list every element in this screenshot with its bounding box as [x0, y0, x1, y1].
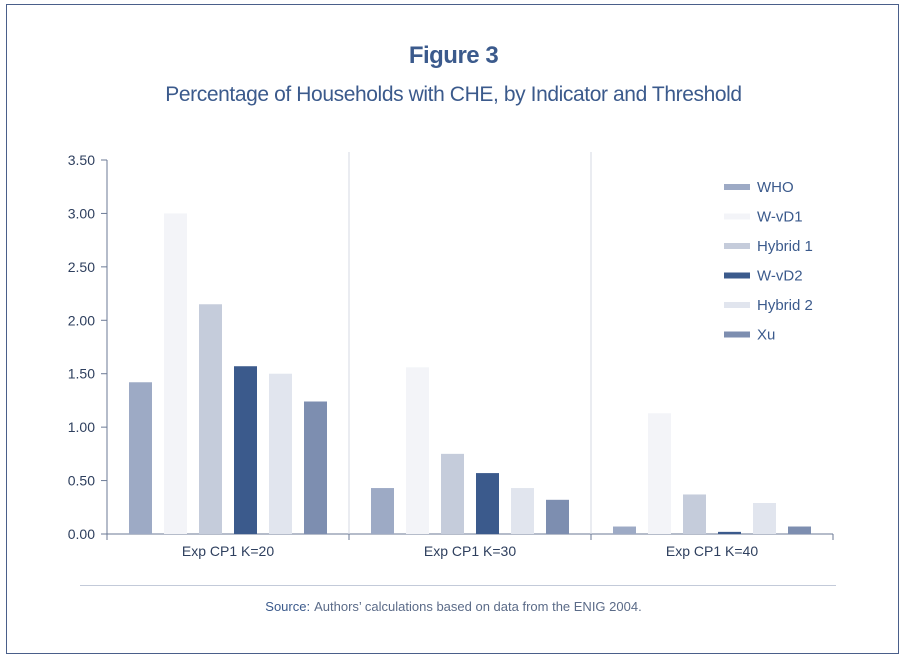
y-tick-label: 1.50 [68, 366, 95, 382]
legend-label: Hybrid 2 [757, 297, 813, 314]
bar-hybrid-1 [199, 304, 222, 534]
legend-swatch [724, 272, 750, 279]
bar-hybrid-1 [683, 494, 706, 534]
bar-xu [304, 401, 327, 534]
legend-swatch [724, 184, 750, 190]
legend-label: Hybrid 1 [757, 238, 813, 255]
x-category-label: Exp CP1 K=20 [182, 543, 274, 559]
source-divider [80, 585, 836, 586]
bar-hybrid-2 [269, 373, 292, 534]
legend-swatch [724, 243, 750, 249]
bar-w-vd1 [648, 413, 671, 534]
legend-swatch [724, 302, 750, 308]
legend-label: Xu [757, 327, 775, 344]
legend: WHO W-vD1 Hybrid 1 W-vD2 Hybrid 2 Xu [724, 179, 813, 344]
bar-who [129, 382, 152, 534]
y-tick-label: 2.50 [68, 259, 95, 275]
x-axis: Exp CP1 K=20 Exp CP1 K=30 Exp CP1 K=40 [106, 152, 834, 559]
bar-w-vd2 [234, 366, 257, 534]
bar-who [371, 488, 394, 534]
figure-title: Percentage of Households with CHE, by In… [165, 83, 742, 106]
bars [129, 213, 811, 534]
bar-who [613, 526, 636, 534]
x-category-label: Exp CP1 K=40 [666, 543, 758, 559]
figure-label: Figure 3 [408, 42, 499, 69]
y-axis: 0.00 0.50 1.00 1.50 2.00 2.50 3.00 3.50 [68, 152, 108, 542]
bar-xu [788, 526, 811, 534]
legend-label: W-vD2 [757, 268, 803, 285]
y-tick-label: 3.00 [68, 205, 95, 221]
legend-swatch [724, 213, 750, 220]
bar-w-vd1 [164, 213, 187, 534]
y-tick-label: 3.50 [68, 152, 95, 168]
x-category-label: Exp CP1 K=30 [424, 543, 516, 559]
source-label: Source: [265, 599, 311, 614]
bar-hybrid-2 [511, 488, 534, 534]
legend-label: WHO [757, 179, 794, 196]
bar-hybrid-2 [753, 503, 776, 534]
bar-hybrid-1 [441, 453, 464, 534]
bar-w-vd2 [718, 531, 741, 534]
legend-swatch [724, 331, 750, 338]
legend-label: W-vD1 [757, 209, 803, 226]
y-tick-label: 2.00 [68, 312, 95, 328]
y-tick-label: 0.50 [68, 473, 95, 489]
bar-xu [546, 499, 569, 534]
y-tick-label: 1.00 [68, 419, 95, 435]
source-note: Source: Authors’ calculations based on da… [0, 599, 907, 614]
y-tick-label: 0.00 [68, 526, 95, 542]
source-text: Authors’ calculations based on data from… [314, 599, 642, 614]
bar-w-vd1 [406, 367, 429, 534]
bar-w-vd2 [476, 473, 499, 534]
